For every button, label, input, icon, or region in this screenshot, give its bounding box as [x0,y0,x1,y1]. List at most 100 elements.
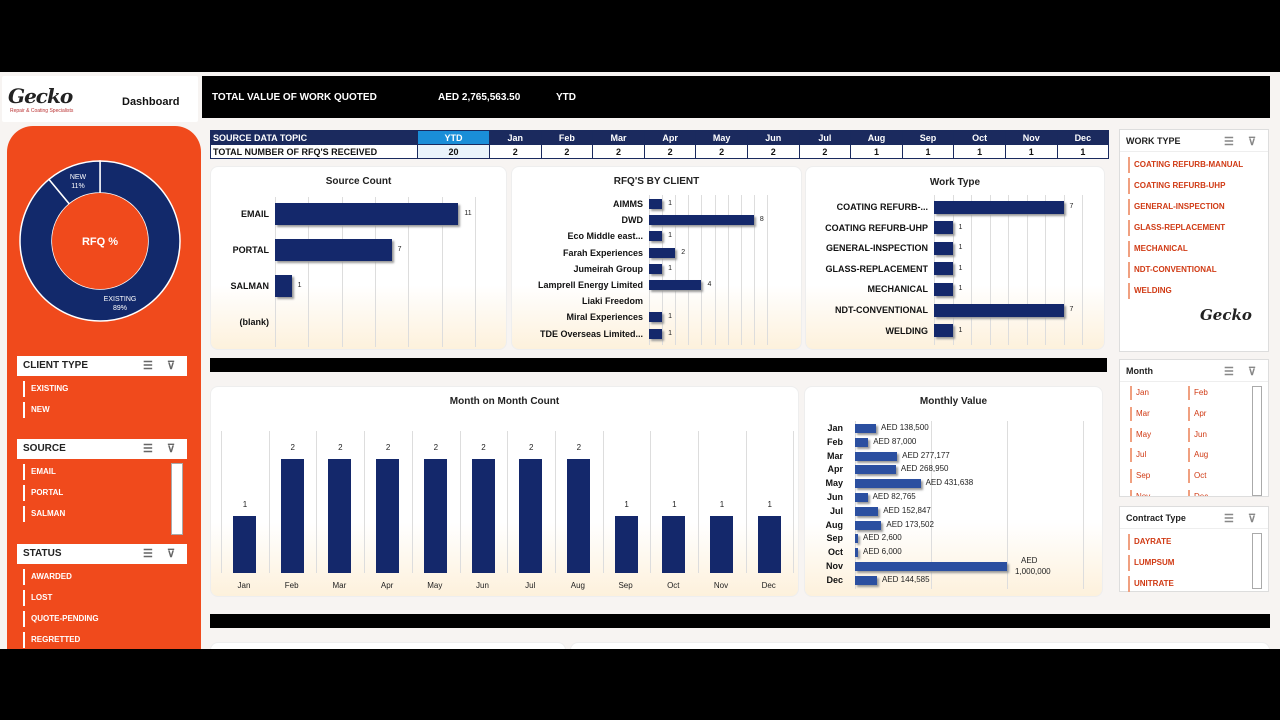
slicer-item-existing[interactable]: EXISTING [23,381,187,397]
value-label: AED 2,600 [863,533,902,543]
month-slicer-header: Month ☰ ⊽ [1120,360,1268,382]
page-title: Dashboard [122,96,180,108]
bar-label: GENERAL-INSPECTION [825,243,928,254]
work-type-title: Work Type [929,177,981,188]
gridline [221,431,222,573]
gridline [1008,195,1009,345]
status-slicer-title: STATUS [23,548,62,559]
month-bar-value: 2 [528,443,534,452]
gridline [275,197,276,347]
slicer-item-month[interactable]: Sep [1130,469,1150,484]
slicer-item-unitrate[interactable]: UNITRATE [1128,576,1268,592]
slicer-item-glass-replacement[interactable]: GLASS-REPLACEMENT [1128,220,1268,236]
slicer-item-coating-refurb-uhp[interactable]: COATING REFURB-UHP [1128,178,1268,194]
bar [649,280,702,290]
value-bar [855,534,858,544]
clear-filter-icon[interactable]: ⊽ [167,360,176,372]
gridline [971,195,972,345]
slicer-item-salman[interactable]: SALMAN [23,506,187,522]
slicer-item-lost[interactable]: LOST [23,590,187,606]
slicer-item-new[interactable]: NEW [23,402,187,418]
month-scrollbar[interactable] [1252,386,1262,496]
bar-value: 1 [958,285,963,293]
multi-select-icon[interactable]: ☰ [1224,513,1234,525]
multi-select-icon[interactable]: ☰ [143,443,153,455]
slicer-item-month[interactable]: Jul [1130,448,1146,463]
donut-label-existing: EXISTING [104,296,137,303]
multi-select-icon[interactable]: ☰ [1224,366,1234,378]
slicer-item-regretted[interactable]: REGRETTED [23,632,187,648]
bar [934,221,953,235]
slicer-item-month[interactable]: Nov [1130,490,1150,496]
gridline [855,421,856,589]
slicer-item-month[interactable]: Aug [1188,448,1208,463]
slicer-item-month[interactable]: Jan [1130,386,1149,400]
month-slicer: Month ☰ ⊽ Jan Feb Mar Apr May Jun Jul Aug Sep Oct… [1119,359,1269,497]
slicer-item-mechanical[interactable]: MECHANICAL [1128,241,1268,257]
table-col: Jul [798,130,852,145]
table-cell: 2 [695,144,748,159]
bar [275,275,292,297]
month-slicer-title: Month [1126,366,1153,376]
clear-filter-icon[interactable]: ⊽ [1248,136,1257,148]
rfq-donut-chart: RFQ % NEW 11% EXISTING 89% [19,160,181,322]
clear-filter-icon[interactable]: ⊽ [1248,366,1257,378]
slicer-item-dayrate[interactable]: DAYRATE [1128,534,1268,550]
value-bar [855,575,877,585]
multi-select-icon[interactable]: ☰ [143,360,153,372]
slicer-item-general-inspection[interactable]: GENERAL-INSPECTION [1128,199,1268,215]
slicer-item-awarded[interactable]: AWARDED [23,569,187,585]
slicer-item-welding[interactable]: WELDING [1128,283,1268,299]
value-bar [855,437,869,447]
divider-bar-bottom [210,614,1270,628]
slicer-item-email[interactable]: EMAIL [23,464,187,480]
bar-value: 1 [668,329,673,337]
slicer-item-lumpsum[interactable]: LUMPSUM [1128,555,1268,571]
table-cell: 2 [798,144,852,159]
source-scrollbar[interactable] [171,463,183,535]
slicer-item-month[interactable]: Dec [1188,490,1208,496]
month-axis-label: Dec [761,581,776,590]
slicer-item-month[interactable]: Feb [1188,386,1208,400]
contract-scrollbar[interactable] [1252,533,1262,589]
multi-select-icon[interactable]: ☰ [143,548,153,560]
gridline [475,197,476,347]
monthly-value-card: Monthly Value Jan AED 138,500 Feb AED 87,00… [804,386,1103,597]
clear-filter-icon[interactable]: ⊽ [167,443,176,455]
slicer-item-month[interactable]: Mar [1130,406,1150,421]
client-type-slicer-header: CLIENT TYPE ☰ ⊽ [17,356,187,376]
month-bar-value: 2 [338,443,343,452]
value-label: AED 152,847 [883,505,931,515]
month-axis-label: Sep [618,581,633,590]
bar-label: (blank) [239,317,269,327]
clear-filter-icon[interactable]: ⊽ [167,548,176,560]
left-panel: RFQ % NEW 11% EXISTING 89% CLIENT TYPE ☰… [7,126,201,649]
value-bar [855,451,898,461]
clear-filter-icon[interactable]: ⊽ [1248,513,1257,525]
source-slicer: SOURCE ☰ ⊽ EMAIL PORTAL SALMAN [17,439,187,535]
slicer-item-month[interactable]: Oct [1188,469,1206,484]
donut-center-label: RFQ % [82,236,118,248]
month-label: Dec [826,574,843,585]
gridline [675,195,677,345]
slicer-item-quote-pending[interactable]: QUOTE-PENDING [23,611,187,627]
gridline [745,431,747,573]
slicer-item-month[interactable]: Jun [1188,427,1207,442]
value-label: AED 431,638 [925,478,974,488]
table-cell: 1 [953,144,1006,159]
work-type-slicer-title: WORK TYPE [1126,136,1181,146]
slicer-item-month[interactable]: May [1130,427,1151,442]
value-label: AED 138,500 [881,423,929,432]
month-label: Nov [825,561,843,571]
bar-label: GLASS-REPLACEMENT [825,263,928,274]
table-cell: 2 [643,144,697,159]
multi-select-icon[interactable]: ☰ [1224,136,1234,148]
source-slicer-title: SOURCE [23,443,66,454]
slicer-item-month[interactable]: Apr [1188,406,1206,421]
month-bar [614,516,638,573]
bar-value: 8 [759,216,764,224]
slicer-item-coating-refurb-manual[interactable]: COATING REFURB-MANUAL [1128,157,1268,173]
slicer-item-portal[interactable]: PORTAL [23,485,187,501]
value-label: AED 173,502 [886,519,934,529]
slicer-item-ndt-conventional[interactable]: NDT-CONVENTIONAL [1128,262,1268,278]
